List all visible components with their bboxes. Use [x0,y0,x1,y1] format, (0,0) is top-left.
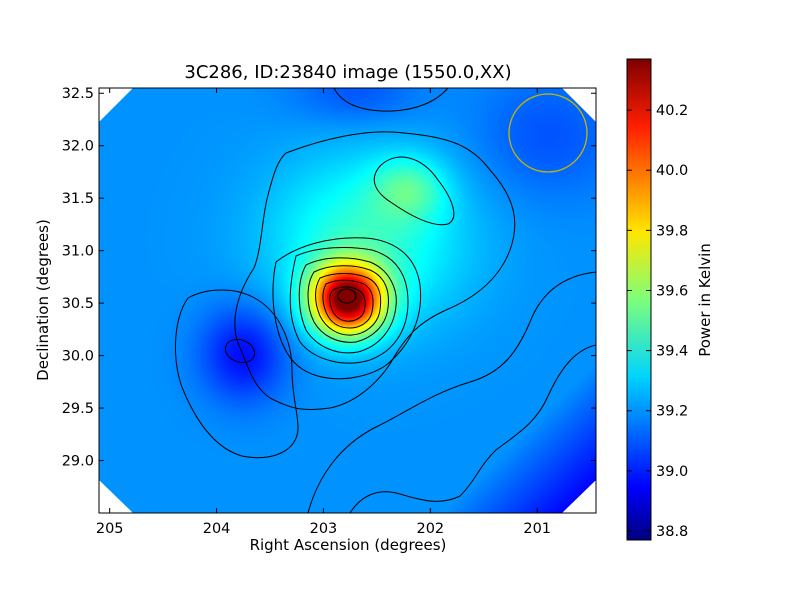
colorbar-tick-label: 39.0 [656,464,688,480]
y-tick-label: 32.5 [62,86,94,102]
colorbar-tick-label: 39.2 [656,404,688,420]
y-axis-ticks: 29.0 29.5 30.0 30.5 31.0 31.5 32.0 32.5 [62,86,596,470]
contour-secondary-max [373,156,455,226]
contour-minimum-core [224,338,256,364]
contour-inner-3 [307,265,389,343]
contour-inner-2 [298,257,397,354]
colorbar-tick-label: 40.0 [656,163,688,179]
contour-south-east-2 [349,344,596,513]
contour-south-east [307,271,596,513]
x-tick-label: 202 [416,521,444,537]
colorbar-tick-label: 40.2 [656,103,688,119]
y-tick-label: 29.0 [62,454,94,470]
y-tick-label: 32.0 [62,139,94,155]
x-tick-label: 205 [96,521,124,537]
x-tick-label: 203 [310,521,338,537]
y-tick-label: 30.0 [62,349,94,365]
colorbar-ticks: 38.8 39.0 39.2 39.4 39.6 39.8 40.0 40.2 [627,103,688,540]
contour-lines [174,88,596,513]
x-tick-label: 204 [203,521,231,537]
y-tick-label: 31.0 [62,244,94,260]
colorbar-tick-label: 39.4 [656,344,688,360]
colorbar: 38.8 39.0 39.2 39.4 39.6 39.8 40.0 40.2 Power i… [626,58,714,541]
contour-large [234,131,516,411]
contour-north [333,88,449,112]
contour-inner-4 [315,273,382,336]
x-axis-ticks: 205 204 203 202 201 [96,88,551,537]
x-axis-label: Right Ascension (degrees) [250,536,447,554]
colorbar-gradient [626,58,652,541]
contour-inner-6 [329,286,366,322]
colorbar-tick-label: 38.8 [656,524,688,540]
image-area [99,88,596,513]
beam-circle [508,93,588,173]
contour-inner-1 [289,247,409,364]
y-axis-label: Declination (degrees) [34,219,52,381]
colorbar-tick-label: 39.6 [656,283,688,299]
colorbar-tick-label: 39.8 [656,223,688,239]
y-tick-label: 29.5 [62,401,94,417]
contour-minimum [174,289,299,459]
y-tick-label: 30.5 [62,296,94,312]
contour-peak-core [337,288,357,304]
plot-frame [98,87,597,514]
x-tick-label: 201 [523,521,551,537]
contour-inner-5 [322,279,374,329]
colorbar-label: Power in Kelvin [696,243,714,357]
contour-outer-peak [272,237,422,380]
y-tick-label: 31.5 [62,191,94,207]
heatmap-image [99,88,596,513]
plot-title: 3C286, ID:23840 image (1550.0,XX) [184,62,511,83]
